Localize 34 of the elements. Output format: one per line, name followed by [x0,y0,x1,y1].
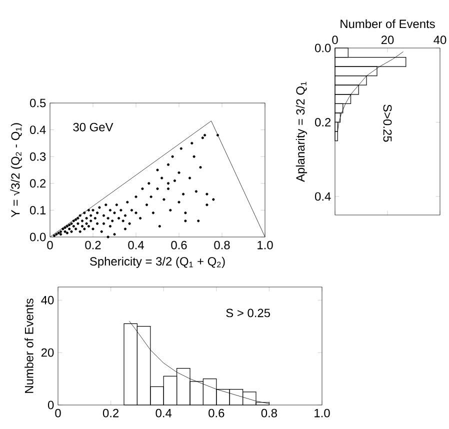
x-axis-title: Number of Events [340,19,435,28]
y-tick-label: 20 [41,348,54,357]
x-tick-label: 1.0 [258,240,273,250]
x-tick-label: 0.4 [156,408,172,418]
x-tick-label: 0.6 [171,240,187,250]
annotation: S > 0.25 [226,308,270,318]
y-tick-label: 40 [41,296,54,304]
x-tick-label: 1.0 [314,408,330,418]
y-axis-title: Number of Events [24,298,34,393]
x-tick-label: 20 [381,36,394,44]
y-tick-label: 0.4 [30,126,46,134]
y-axis-title: Y = √3/2 (Q$_{2}$ - Q$_{1}$) [10,123,22,218]
x-tick-label: 0 [332,36,338,44]
y-tick-label: 0 [48,400,54,410]
y-axis-title: Aplanarity = 3/2 Q$_{1}$ [296,82,308,182]
x-tick-label: 0 [55,408,61,418]
x-tick-label: 0.2 [85,240,101,250]
annotation: 30 GeV [73,122,114,132]
x-axis-title: Sphericity = 3/2 (Q$_{1}$ + Q$_{2}$) [90,256,225,268]
y-tick-label: 0.0 [30,232,46,242]
x-tick-label: 0.8 [261,408,277,418]
x-tick-label: 40 [434,36,446,44]
y-tick-label: 0.3 [30,152,46,161]
y-tick-label: 0.4 [315,192,331,201]
y-tick-label: 0.2 [315,118,331,126]
x-tick-label: 0.4 [128,240,144,250]
x-tick-label: 0.6 [208,408,224,418]
y-tick-label: 0.5 [30,98,46,108]
y-tick-label: 0.2 [30,179,46,188]
annotation: S>0.25 [383,104,392,142]
x-tick-label: 0.2 [102,408,119,418]
y-tick-label: 0.0 [315,44,331,52]
y-tick-label: 0.1 [30,206,46,214]
x-tick-label: 0.8 [214,240,230,250]
